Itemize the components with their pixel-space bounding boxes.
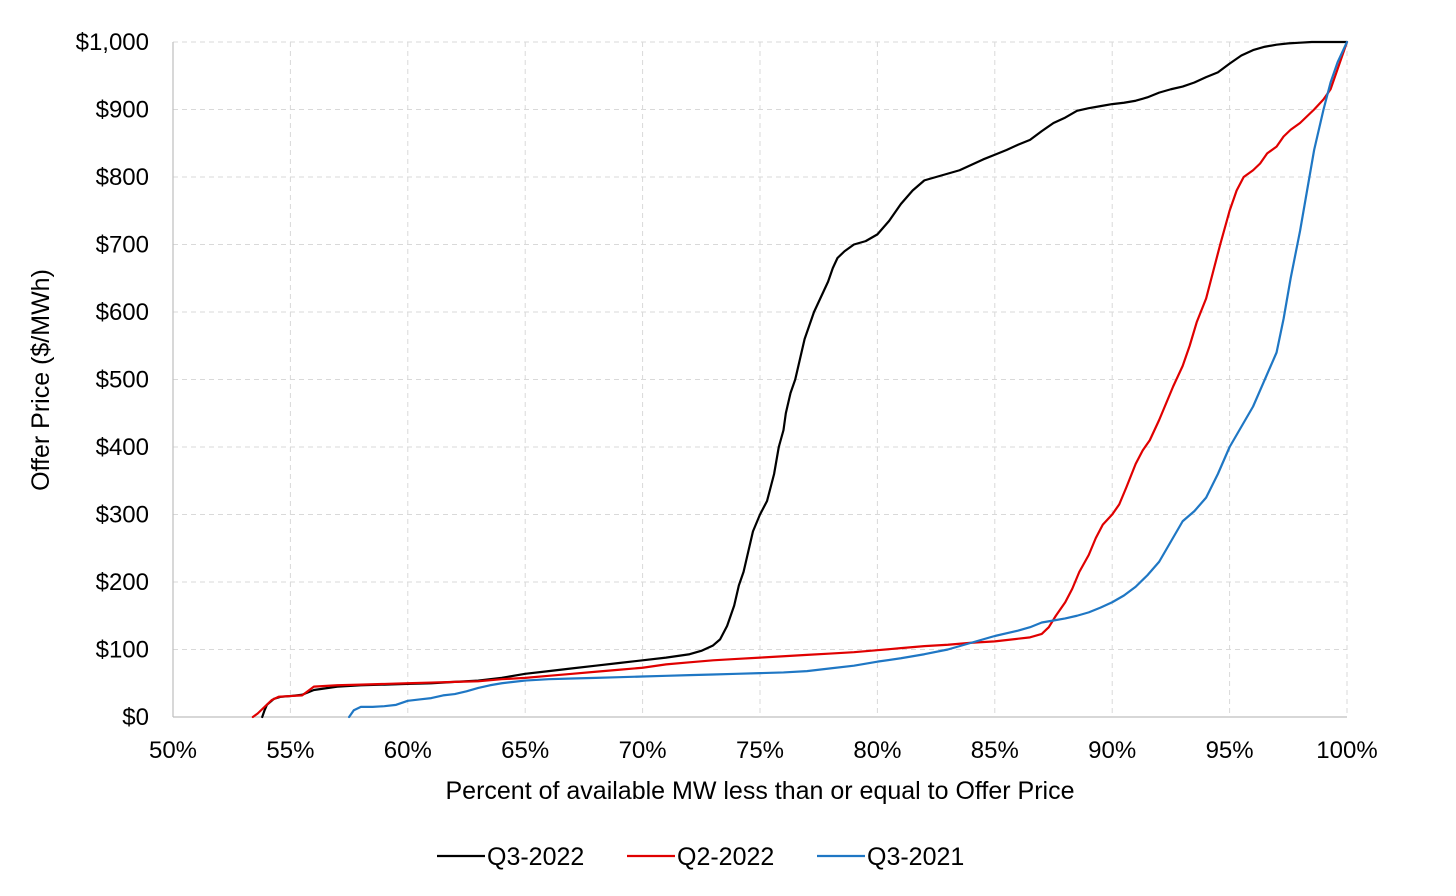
legend: Q3-2022 Q2-2022 Q3-2021: [437, 843, 964, 871]
y-axis-label: Offer Price ($/MWh): [27, 269, 55, 491]
x-tick-label: 75%: [736, 737, 784, 764]
x-tick-label: 70%: [619, 737, 667, 764]
x-tick-label: 85%: [971, 737, 1019, 764]
series-lines: [251, 40, 1349, 719]
x-axis-label: Percent of available MW less than or equ…: [445, 777, 1074, 805]
y-tick-label: $1,000: [76, 29, 149, 56]
y-tick-label: $0: [122, 704, 149, 731]
x-tick-label: 100%: [1316, 737, 1377, 764]
x-tick-label: 80%: [853, 737, 901, 764]
y-tick-label: $300: [96, 502, 149, 529]
x-tick-label: 55%: [266, 737, 314, 764]
y-tick-label: $400: [96, 434, 149, 461]
y-tick-label: $600: [96, 299, 149, 326]
x-tick-label: 60%: [384, 737, 432, 764]
legend-label: Q3-2022: [487, 843, 584, 871]
y-tick-label: $200: [96, 569, 149, 596]
x-tick-label: 90%: [1088, 737, 1136, 764]
y-tick-label: $700: [96, 232, 149, 259]
x-tick-label: 50%: [149, 737, 197, 764]
axes: [172, 42, 1347, 718]
y-tick-label: $100: [96, 637, 149, 664]
y-tick-labels: $0 $100 $200 $300 $400 $500 $600 $700 $800 $900 $1…: [76, 29, 149, 731]
x-tick-labels: 50% 55% 60% 65% 70% 75% 80% 85% 90% 95% 100%: [149, 737, 1378, 764]
series-line-q3-2022: [261, 40, 1349, 719]
y-tick-label: $500: [96, 367, 149, 394]
grid-lines: [173, 41, 1348, 717]
x-tick-label: 65%: [501, 737, 549, 764]
y-tick-label: $800: [96, 164, 149, 191]
series-line-q2-2022: [251, 40, 1349, 719]
series-line-q3-2021: [348, 40, 1349, 719]
y-tick-label: $900: [96, 97, 149, 124]
x-tick-label: 95%: [1206, 737, 1254, 764]
legend-label: Q2-2022: [677, 843, 774, 871]
legend-label: Q3-2021: [867, 843, 964, 871]
